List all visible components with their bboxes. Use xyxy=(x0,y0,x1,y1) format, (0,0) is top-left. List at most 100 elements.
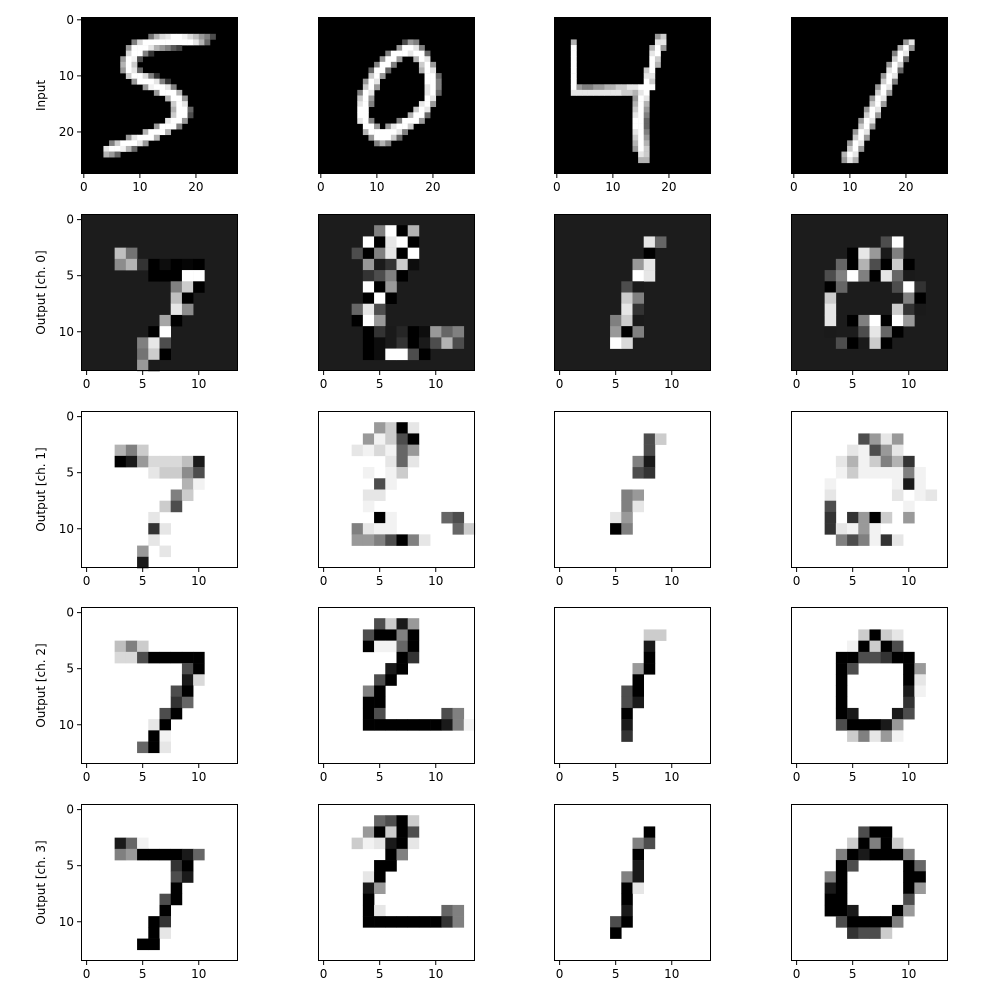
pixel-cell xyxy=(903,258,915,271)
pixel-cell xyxy=(413,39,420,46)
y-tick-label: 5 xyxy=(66,859,74,873)
pixel-cell xyxy=(148,134,155,141)
pixel-cell xyxy=(385,61,392,68)
pixel-cell xyxy=(638,101,645,108)
pixel-cell xyxy=(880,236,893,248)
pixel-cell xyxy=(385,523,397,535)
row-label: Output [ch. 0] xyxy=(34,250,48,334)
y-tick-label: 0 xyxy=(66,803,74,817)
pixel-cell xyxy=(863,106,870,113)
pixel-cell xyxy=(452,511,465,524)
pixel-cell xyxy=(604,89,611,96)
pixel-cell xyxy=(402,45,409,51)
pixel-cell xyxy=(385,140,392,147)
pixel-cell xyxy=(632,674,645,686)
pixel-cell xyxy=(170,489,183,502)
pixel-cell xyxy=(159,39,166,46)
pixel-cell xyxy=(841,157,848,164)
pixel-cell xyxy=(407,916,420,928)
pixel-cell xyxy=(621,500,633,513)
image-panel: 0 10 20 xyxy=(317,17,475,194)
pixel-cell xyxy=(869,826,882,838)
pixel-cell xyxy=(131,73,138,79)
pixel-cell xyxy=(643,455,656,468)
pixel-cell xyxy=(869,640,882,653)
pixel-cell xyxy=(368,73,375,79)
pixel-cell xyxy=(407,348,420,361)
pixel-cell xyxy=(621,281,633,293)
pixel-cell xyxy=(362,489,375,502)
pixel-cell xyxy=(159,45,166,51)
pixel-cell xyxy=(396,467,409,479)
pixel-cell xyxy=(598,89,605,96)
pixel-cell xyxy=(385,478,397,490)
pixel-cell xyxy=(120,56,127,63)
pixel-cell xyxy=(638,95,645,102)
pixel-cell xyxy=(858,826,870,838)
pixel-cell xyxy=(407,422,420,434)
pixel-cell xyxy=(632,101,639,108)
pixel-cell xyxy=(125,651,138,664)
pixel-cell xyxy=(114,640,127,653)
pixel-cell xyxy=(357,101,364,108)
pixel-cell xyxy=(869,651,882,664)
y-tick-label: 10 xyxy=(59,522,74,536)
x-tick-label: 10 xyxy=(428,770,443,784)
pixel-cell xyxy=(638,106,645,113)
pixel-cell xyxy=(159,916,172,928)
pixel-cell xyxy=(396,258,409,271)
pixel-cell xyxy=(362,348,375,361)
pixel-cell xyxy=(193,663,205,675)
pixel-cell xyxy=(407,326,420,338)
pixel-cell xyxy=(170,292,183,305)
row-label: Output [ch. 1] xyxy=(34,447,48,531)
pixel-cell xyxy=(198,33,205,40)
pixel-cell xyxy=(148,84,155,91)
pixel-cell xyxy=(374,281,386,293)
panel-background xyxy=(318,17,475,174)
pixel-cell xyxy=(891,640,904,653)
pixel-cell xyxy=(903,56,910,63)
pixel-cell xyxy=(914,860,926,872)
x-tick-label: 0 xyxy=(790,180,798,194)
pixel-cell xyxy=(170,314,183,327)
pixel-cell xyxy=(125,848,138,861)
pixel-cell xyxy=(835,467,848,479)
pixel-cell xyxy=(159,707,172,720)
pixel-cell xyxy=(181,112,188,119)
pixel-cell xyxy=(170,707,183,720)
pixel-cell xyxy=(125,134,132,141)
pixel-cell xyxy=(643,663,656,675)
pixel-cell xyxy=(621,707,633,720)
pixel-cell xyxy=(430,89,437,96)
pixel-cell xyxy=(379,73,386,79)
pixel-cell xyxy=(402,129,409,136)
pixel-cell xyxy=(374,882,386,895)
pixel-cell xyxy=(835,882,848,895)
pixel-cell xyxy=(170,696,183,709)
pixel-cell xyxy=(125,50,132,57)
pixel-cell xyxy=(379,129,386,136)
pixel-cell xyxy=(407,258,420,271)
pixel-cell xyxy=(362,685,375,698)
pixel-cell xyxy=(193,455,205,468)
pixel-cell xyxy=(153,39,160,46)
image-panel: 0 5 10 0 5 10 xyxy=(59,410,238,588)
pixel-cell xyxy=(374,618,386,630)
pixel-cell xyxy=(441,337,453,349)
pixel-cell xyxy=(875,84,882,91)
pixel-cell xyxy=(368,129,375,136)
pixel-cell xyxy=(869,337,882,349)
pixel-cell xyxy=(148,455,160,468)
pixel-cell xyxy=(148,916,160,928)
pixel-cell xyxy=(638,117,645,124)
pixel-cell xyxy=(430,73,437,79)
pixel-cell xyxy=(351,444,364,457)
pixel-cell xyxy=(351,837,364,850)
pixel-cell xyxy=(148,348,160,361)
pixel-cell xyxy=(193,39,200,46)
pixel-cell xyxy=(847,247,859,260)
pixel-cell xyxy=(209,33,216,40)
pixel-cell xyxy=(176,95,183,102)
pixel-cell xyxy=(424,84,431,91)
